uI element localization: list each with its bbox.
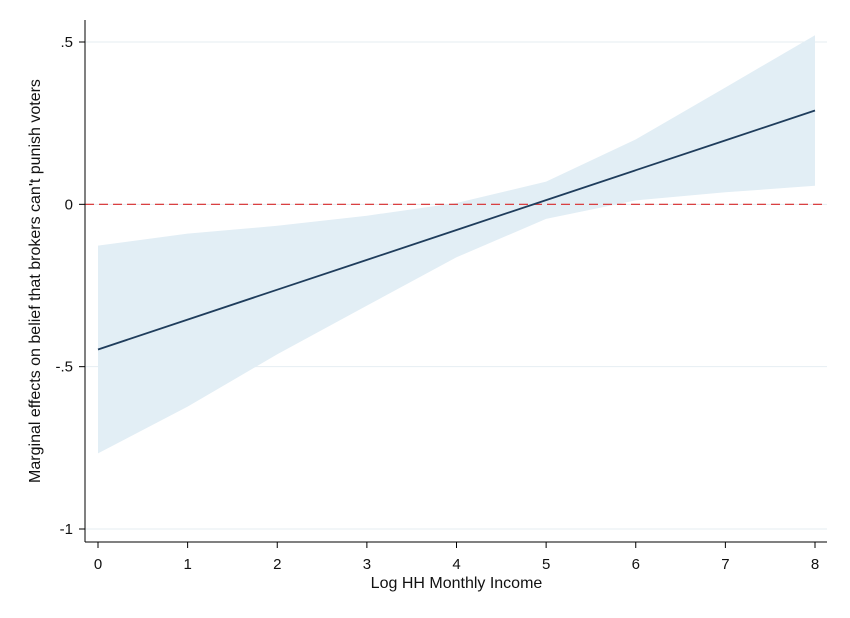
x-tick-label-4: 4 bbox=[452, 556, 460, 573]
estimate-line bbox=[97, 109, 816, 351]
x-tick-label-5: 5 bbox=[542, 556, 550, 573]
x-tick-label-7: 7 bbox=[721, 556, 729, 573]
y-tick-label-2: 0 bbox=[65, 196, 73, 213]
y-axis-title: Marginal effects on belief that brokers … bbox=[27, 79, 44, 483]
y-tick-label-3: .5 bbox=[60, 34, 73, 51]
y-tick-label-0: -1 bbox=[60, 521, 73, 538]
x-axis-title: Log HH Monthly Income bbox=[371, 575, 543, 592]
x-tick-label-0: 0 bbox=[94, 556, 102, 573]
x-tick-label-6: 6 bbox=[632, 556, 640, 573]
x-tick-label-3: 3 bbox=[363, 556, 371, 573]
x-tick-label-2: 2 bbox=[273, 556, 281, 573]
y-tick-label-1: -.5 bbox=[55, 359, 73, 376]
x-tick-label-8: 8 bbox=[811, 556, 819, 573]
confidence-band bbox=[98, 35, 815, 454]
x-tick-label-1: 1 bbox=[183, 556, 191, 573]
